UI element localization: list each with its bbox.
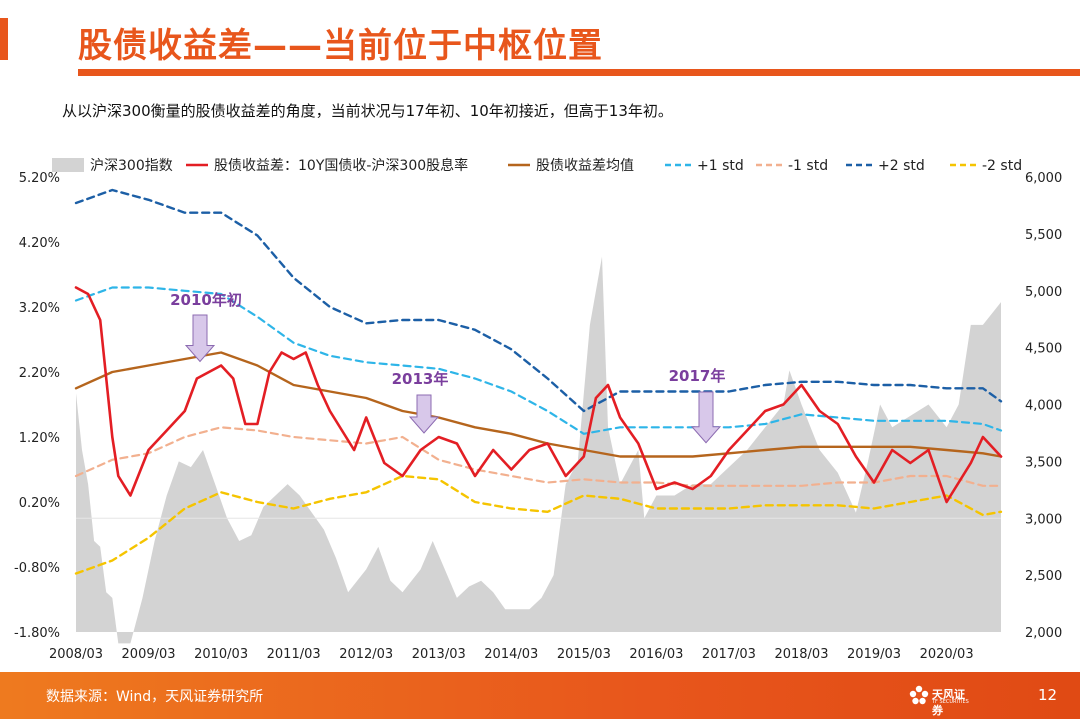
page-number: 12 — [1038, 686, 1058, 704]
x-tick-label: 2017/03 — [702, 647, 756, 662]
page-subtitle: 从以沪深300衡量的股债收益差的角度，当前状况与17年初、10年初接近，但高于1… — [62, 102, 673, 120]
y-left-tick-label: 0.20% — [19, 496, 60, 511]
title-accent-tab — [0, 18, 8, 60]
x-tick-label: 2013/03 — [412, 647, 466, 662]
legend-label: +1 std — [697, 158, 744, 174]
x-tick-label: 2016/03 — [629, 647, 683, 662]
y-left-tick-label: 3.20% — [19, 301, 60, 316]
legend-label: 沪深300指数 — [90, 158, 173, 174]
annotation-label: 2010年初 — [170, 291, 242, 309]
logo-subtext: TF SECURITIES — [932, 699, 969, 705]
series-line-plus1-std — [74, 286, 1003, 435]
legend-label: 股债收益差均值 — [536, 158, 634, 174]
y-left-tick-label: 2.20% — [19, 366, 60, 381]
legend-label: +2 std — [878, 158, 925, 174]
y-left-tick-label: 5.20% — [19, 171, 60, 186]
y-left-tick-label: 1.20% — [19, 431, 60, 446]
series-line-plus2-std — [74, 188, 1003, 413]
x-tick-label: 2019/03 — [847, 647, 901, 662]
title-rule — [78, 69, 1080, 76]
legend-swatch-area — [52, 158, 84, 172]
y-right-tick-label: 4,500 — [1025, 342, 1062, 357]
y-right-tick-label: 3,000 — [1025, 512, 1062, 527]
series-area-csi300 — [76, 256, 1001, 644]
x-tick-label: 2012/03 — [339, 647, 393, 662]
flower-logo-icon — [909, 685, 929, 705]
company-logo: 天风证券 TF SECURITIES — [908, 684, 970, 717]
y-right-tick-label: 4,000 — [1025, 399, 1062, 414]
annotation-label: 2017年 — [669, 367, 726, 385]
y-right-tick-label: 3,500 — [1025, 455, 1062, 470]
footer-bar — [0, 672, 1080, 719]
x-tick-label: 2020/03 — [920, 647, 974, 662]
y-right-tick-label: 5,000 — [1025, 285, 1062, 300]
y-left-tick-label: -0.80% — [14, 561, 60, 576]
y-left-tick-label: -1.80% — [14, 626, 60, 641]
x-tick-label: 2010/03 — [194, 647, 248, 662]
y-right-tick-label: 2,500 — [1025, 569, 1062, 584]
annotation-arrow — [690, 391, 722, 444]
annotation-arrow — [408, 394, 440, 434]
y-left-tick-label: 4.20% — [19, 236, 60, 251]
logo-text: 天风证券 — [932, 688, 965, 717]
annotation-label: 2013年 — [392, 370, 449, 388]
x-tick-label: 2011/03 — [267, 647, 321, 662]
legend-label: 股债收益差：10Y国债收-沪深300股息率 — [214, 157, 468, 174]
y-right-tick-label: 5,500 — [1025, 228, 1062, 243]
x-tick-label: 2008/03 — [49, 647, 103, 662]
legend-label: -1 std — [788, 158, 828, 174]
spread-chart: 5.20% 4.20% 3.20% 2.20% 1.20% 0.20% -0.80% -1.8… — [14, 157, 1062, 662]
page-title: 股债收益差——当前位于中枢位置 — [78, 26, 603, 66]
y-right-tick-label: 6,000 — [1025, 171, 1062, 186]
y-right-tick-label: 2,000 — [1025, 626, 1062, 641]
series-line-minus1-std — [74, 426, 1003, 487]
legend-label: -2 std — [982, 158, 1022, 174]
annotation-arrow — [184, 314, 216, 363]
x-tick-label: 2009/03 — [122, 647, 176, 662]
series-line-spread — [74, 286, 1003, 504]
x-tick-label: 2015/03 — [557, 647, 611, 662]
series-line-minus2-std — [74, 474, 1003, 575]
data-source: 数据来源：Wind，天风证券研究所 — [46, 689, 264, 705]
x-tick-label: 2018/03 — [774, 647, 828, 662]
x-tick-label: 2014/03 — [484, 647, 538, 662]
